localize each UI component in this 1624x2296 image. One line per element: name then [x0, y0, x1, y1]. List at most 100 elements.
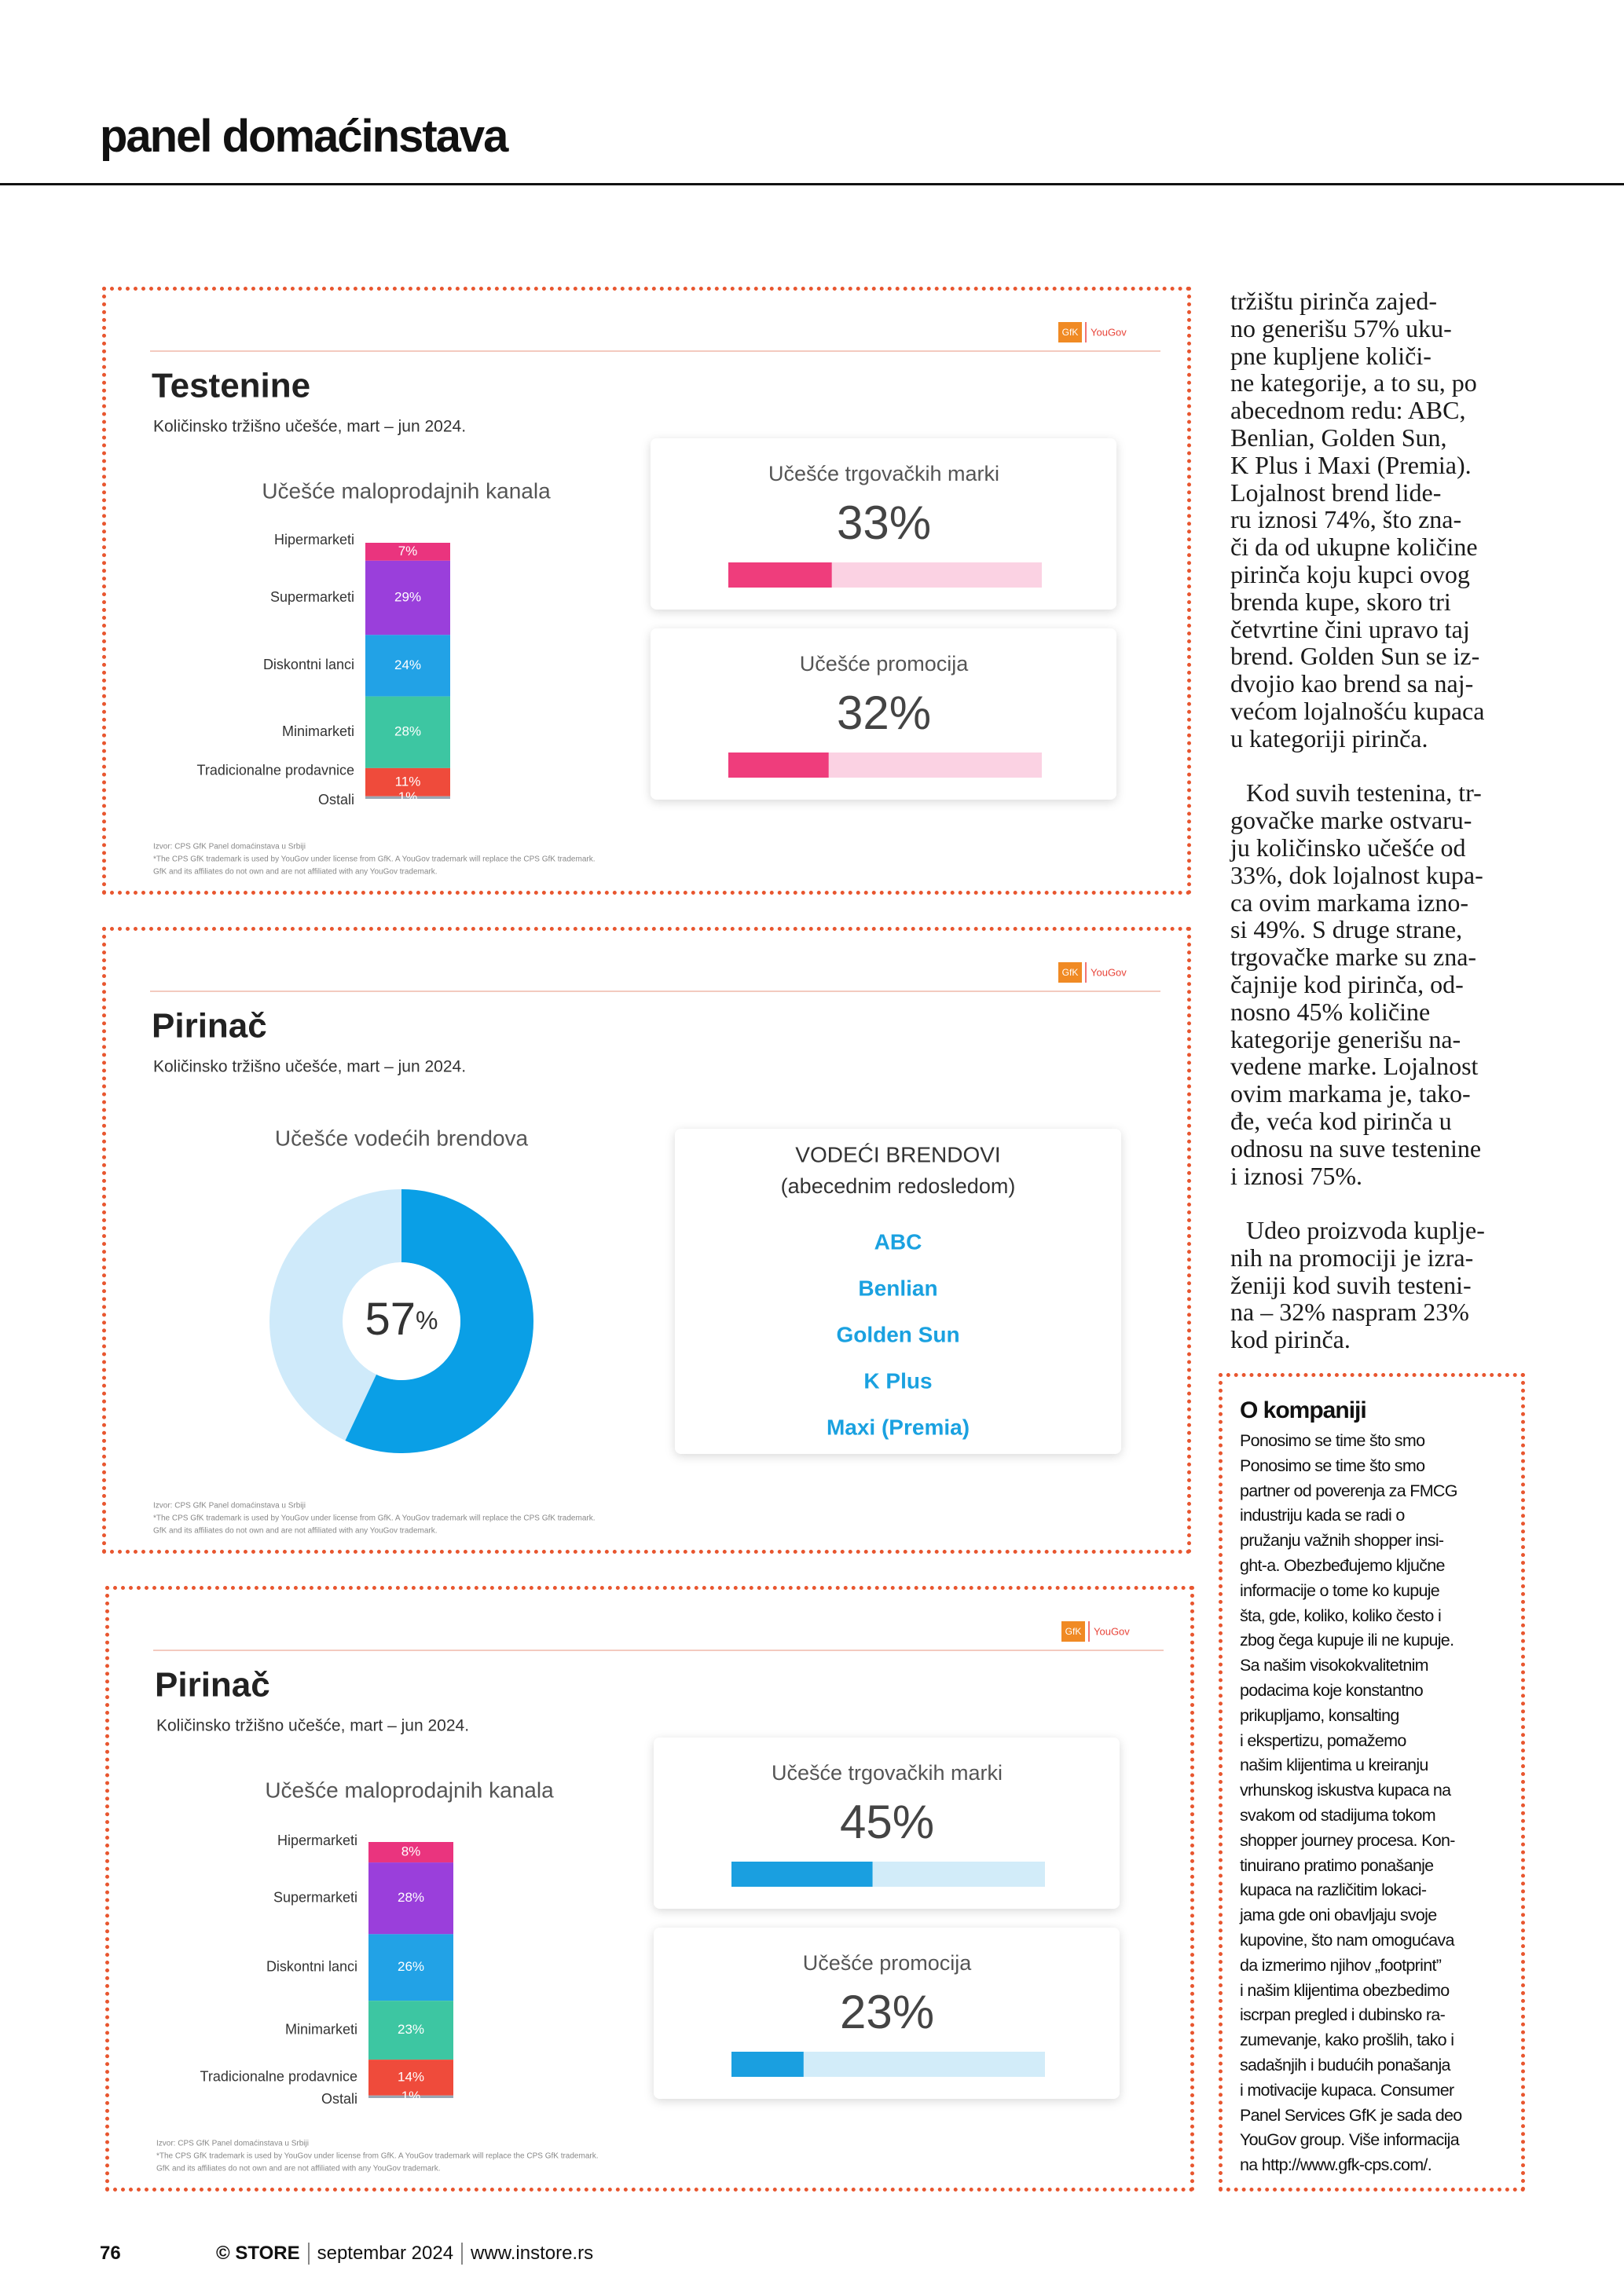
- bar-segment: [368, 1862, 453, 1935]
- category-label: Hipermarketi: [277, 1833, 357, 1848]
- footnote: Izvor: CPS GfK Panel domaćinstava u Srbi…: [153, 843, 306, 851]
- footnote: Izvor: CPS GfK Panel domaćinstava u Srbi…: [156, 2140, 309, 2148]
- text-line: u kategoriji pirinča.: [1230, 723, 1428, 753]
- text-line: brenda kupe, skoro tri: [1230, 587, 1451, 616]
- footer: 76 © STORE septembar 2024 www.instore.rs: [100, 2243, 601, 2265]
- text-line: vedene marke. Lojalnost: [1230, 1052, 1479, 1081]
- text-line: tinuirano pratimo ponašanje: [1240, 1855, 1434, 1875]
- text-line: svakom od stadijuma tokom: [1240, 1805, 1436, 1825]
- bar-segment: [368, 2060, 453, 2096]
- bar-segment: [368, 1842, 453, 1863]
- text-line: informacije o tome ko kupuje: [1240, 1580, 1440, 1600]
- value-label: 1%: [401, 2089, 421, 2104]
- category-label: Tradicionalne prodavnice: [197, 763, 354, 778]
- value-label: 11%: [395, 774, 421, 789]
- text-line: K Plus i Maxi (Premia).: [1230, 450, 1472, 479]
- text-line: odnosu na suve testenine: [1230, 1133, 1482, 1163]
- text-line: kod pirinča.: [1230, 1325, 1351, 1354]
- logo-partner: YouGov: [1094, 1625, 1130, 1637]
- donut-unit: %: [416, 1306, 438, 1335]
- section-title: panel domaćinstava: [100, 111, 508, 162]
- text-line: kategorije generišu na-: [1230, 1024, 1461, 1053]
- text-line: shopper journey procesa. Kon-: [1240, 1830, 1455, 1850]
- value-label: 26%: [398, 1959, 424, 1974]
- donut-hole: [343, 1262, 460, 1380]
- text-line: či da od ukupne količine: [1230, 533, 1478, 562]
- text-line: i iznosi 75%.: [1230, 1161, 1362, 1190]
- text-line: na – 32% naspram 23%: [1230, 1298, 1469, 1327]
- page-number: 76: [100, 2243, 121, 2264]
- logo-partner: YouGov: [1091, 966, 1127, 978]
- text-line: nih na promociji je izra-: [1230, 1243, 1474, 1272]
- bar-segment: [368, 2001, 453, 2060]
- panel-graphic: GfK YouGov Pirinač Količinsko tržišno učešć…: [153, 1621, 1164, 2173]
- text-line: jama gde oni obavljaju svoje: [1240, 1906, 1437, 1925]
- text-line: YouGov group. Više informacija: [1240, 2130, 1460, 2150]
- text-line: ru iznosi 74%, što zna-: [1230, 505, 1462, 534]
- category-label: Diskontni lanci: [266, 1958, 357, 1974]
- footnote: *The CPS GfK trademark is used by YouGov…: [156, 2152, 599, 2161]
- logo-partner: YouGov: [1091, 326, 1127, 338]
- text-line: pirinča koju kupci ovog: [1230, 559, 1470, 588]
- text-line: i ekspertizu, pomažemo: [1240, 1730, 1406, 1750]
- category-label: Diskontni lanci: [263, 657, 354, 672]
- text-line: Ponosimo se time što smo: [1240, 1456, 1425, 1475]
- chart-panel: GfK YouGov Pirinač Količinsko tržišno učešć…: [105, 1586, 1194, 2192]
- logo-box: [1061, 1621, 1085, 1642]
- text-line: Ponosimo se time što smo: [1240, 1431, 1425, 1450]
- category-label: Hipermarketi: [274, 532, 354, 547]
- panel-title: Testenine: [152, 367, 310, 405]
- text-line: ovim markama je, tako-: [1230, 1079, 1471, 1108]
- text-line: govačke marke ostvaru-: [1230, 806, 1472, 835]
- text-line: zbog čega kupuje ili ne kupuje.: [1240, 1631, 1454, 1650]
- value-label: 23%: [398, 2022, 424, 2037]
- text-line: no generišu 57% uku-: [1230, 313, 1452, 342]
- brand: Maxi (Premia): [827, 1415, 970, 1439]
- brand: Benlian: [858, 1276, 937, 1300]
- card-title: Učešće promocija: [800, 652, 970, 676]
- text-line: đe, veća kod pirinča u: [1230, 1106, 1452, 1135]
- header-rule: [0, 183, 1624, 185]
- text-line: Benlian, Golden Sun,: [1230, 423, 1447, 452]
- card-value: 32%: [837, 687, 931, 739]
- text-line: tržištu pirinča zajed-: [1230, 287, 1437, 315]
- chart-panel: GfK YouGov Testenine Količinsko tržišno uče…: [102, 287, 1191, 895]
- text-line: trgovačke marke su zna-: [1230, 943, 1477, 972]
- text-line: podacima koje konstantno: [1240, 1680, 1424, 1700]
- logo-brand: GfK: [1062, 327, 1079, 338]
- value-label: 28%: [394, 724, 421, 739]
- bar-segment: [365, 767, 450, 796]
- text-line: sadašnjih i budućih ponašanja: [1240, 2055, 1450, 2074]
- card-value: 23%: [840, 1986, 934, 2038]
- text-line: kupovine, što nam omogućava: [1240, 1930, 1454, 1950]
- logo-brand: GfK: [1062, 967, 1079, 978]
- value-label: 1%: [398, 789, 418, 804]
- progress-fill: [731, 2052, 804, 2077]
- text-line: si 49%. S druge strane,: [1230, 915, 1463, 944]
- brand: ABC: [874, 1229, 922, 1254]
- value-label: 14%: [398, 2069, 424, 2084]
- text-line: iscrpan pregled i dubinsko ra-: [1240, 2005, 1446, 2025]
- text-line: pne kupljene količi-: [1230, 341, 1432, 370]
- chart-title: Učešće maloprodajnih kanala: [265, 1778, 554, 1802]
- text-line: Udeo proizvoda kuplje-: [1246, 1216, 1485, 1245]
- text-line: dvojio kao brend sa naj-: [1230, 669, 1474, 698]
- panel-subtitle: Količinsko tržišno učešće, mart – jun 20…: [156, 1717, 469, 1735]
- category-label: Ostali: [318, 792, 354, 807]
- panel-title: Pirinač: [155, 1666, 270, 1705]
- bar-segment: [365, 543, 450, 561]
- brand: K Plus: [863, 1368, 932, 1393]
- text-line: ju količinsko učešće od: [1230, 833, 1466, 862]
- text-line: industriju kada se radi o: [1240, 1506, 1405, 1525]
- text-line: i motivacije kupaca. Consumer: [1240, 2080, 1454, 2100]
- donut-label: 57%: [365, 1294, 438, 1345]
- value-label: 7%: [398, 544, 418, 558]
- magazine: © STORE: [216, 2243, 300, 2264]
- chart-panel: GfK YouGov Pirinač Količinsko tržišno učešć…: [102, 927, 1191, 1554]
- logo-box: [1058, 322, 1082, 342]
- text-line: ženiji kod suvih testeni-: [1230, 1270, 1472, 1299]
- category-label: Supermarketi: [270, 589, 354, 605]
- card-title: Učešće trgovačkih marki: [768, 462, 999, 485]
- paragraph: tržištu pirinča zajed-no generišu 57% uk…: [1230, 287, 1529, 753]
